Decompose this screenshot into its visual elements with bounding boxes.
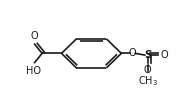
Text: O: O xyxy=(161,50,169,60)
Text: S: S xyxy=(144,50,151,60)
Text: O: O xyxy=(129,48,136,58)
Text: HO: HO xyxy=(26,66,41,76)
Text: CH$_3$: CH$_3$ xyxy=(138,74,157,88)
Text: O: O xyxy=(31,31,38,41)
Text: O: O xyxy=(144,65,151,75)
